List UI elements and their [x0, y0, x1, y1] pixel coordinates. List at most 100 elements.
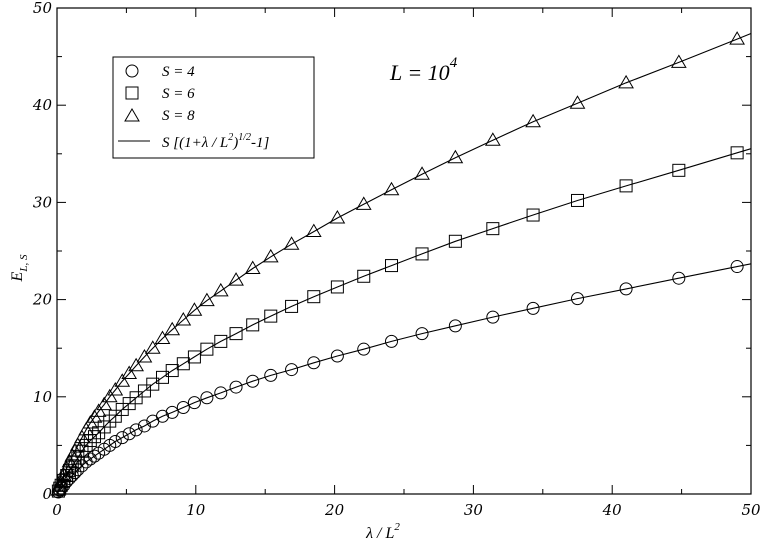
data-point-triangle: [96, 396, 113, 411]
data-point-square: [176, 357, 190, 371]
data-point-triangle: [128, 357, 144, 372]
legend-label-s8: S = 8: [162, 108, 195, 124]
y-axis-title-sub: L, S: [18, 254, 30, 273]
data-point-square: [526, 208, 540, 222]
data-point-square: [87, 430, 101, 444]
x-tick-label: 30: [464, 501, 484, 519]
data-point-triangle: [283, 236, 300, 250]
data-point-square: [730, 146, 744, 160]
data-point-circle: [264, 368, 278, 382]
data-point-circle: [526, 301, 540, 315]
data-point-circle: [176, 400, 190, 414]
annotation-sup: 4: [450, 55, 458, 71]
data-point-square: [619, 179, 633, 193]
data-point-square: [200, 342, 214, 356]
data-point-square: [285, 299, 299, 313]
data-point-triangle: [355, 196, 372, 210]
legend-marker-triangle: [124, 108, 140, 122]
fit-label-mid: ): [232, 135, 238, 151]
data-point-square: [229, 327, 243, 341]
data-point-circle: [448, 319, 462, 333]
data-point-square: [79, 438, 93, 452]
data-point-triangle: [618, 74, 634, 89]
data-point-circle: [165, 405, 179, 419]
data-point-square: [672, 163, 686, 177]
data-point-circle: [486, 310, 500, 324]
data-point-square: [108, 409, 122, 423]
data-point-triangle: [175, 312, 192, 326]
data-point-circle: [672, 271, 686, 285]
data-point-square: [448, 234, 462, 248]
x-tick-label: 0: [52, 501, 62, 519]
data-point-square: [155, 370, 169, 384]
data-point-triangle: [383, 181, 400, 196]
y-axis-title: EL, S: [9, 254, 30, 282]
data-point-square: [137, 384, 151, 398]
y-tick-label: 40: [32, 96, 53, 114]
data-point-circle: [187, 396, 201, 410]
data-point-triangle: [525, 113, 541, 128]
legend-label-fit: S [(1+λ / L2)1/2-1]: [162, 132, 269, 151]
data-point-circle: [619, 282, 633, 296]
data-point-square: [264, 309, 278, 323]
data-point-square: [214, 334, 228, 348]
data-point-triangle: [101, 388, 118, 403]
axis-ticks: 0 10 20 30 40 50 0 10 20 30 40 50: [32, 0, 761, 519]
data-point-triangle: [262, 248, 279, 263]
data-point-circle: [129, 423, 143, 437]
data-point-square: [129, 391, 143, 405]
y-tick-label: 20: [32, 291, 53, 309]
data-point-triangle: [305, 223, 322, 238]
data-point-circle: [214, 386, 228, 400]
legend-label-s4: S = 4: [162, 64, 195, 80]
x-tick-label: 20: [324, 501, 345, 519]
x-tick-label: 50: [741, 501, 761, 519]
data-point-triangle: [90, 403, 107, 417]
data-point-circle: [122, 427, 136, 441]
data-point-circle: [330, 349, 344, 363]
data-point-square: [246, 318, 260, 332]
data-point-triangle: [53, 474, 70, 488]
data-point-triangle: [228, 272, 244, 286]
data-point-circle: [415, 327, 429, 341]
data-point-circle: [137, 419, 151, 433]
data-point-triangle: [164, 321, 181, 336]
data-point-triangle: [729, 31, 745, 45]
fit-label-sup1: 2: [228, 132, 233, 143]
fit-label-part1: S [(1+λ / L: [162, 135, 228, 151]
legend-marker-circle: [125, 64, 139, 78]
data-point-triangle: [107, 382, 124, 396]
data-point-triangle: [78, 421, 95, 436]
data-point-triangle: [414, 166, 430, 180]
data-point-square: [415, 247, 429, 261]
x-axis-title: λ / L2: [365, 521, 400, 542]
data-point-triangle: [121, 365, 138, 379]
data-point-circle: [571, 292, 584, 306]
data-point-triangle: [58, 460, 75, 475]
legend-label-s6: S = 6: [162, 86, 195, 102]
data-point-circle: [246, 374, 260, 388]
x-tick-label: 10: [186, 501, 206, 519]
data-point-triangle: [569, 95, 586, 109]
data-point-triangle: [484, 132, 501, 146]
legend: S = 4 S = 6 S = 8 S [(1+λ / L2)1/2-1]: [112, 56, 315, 159]
y-tick-label: 0: [42, 485, 52, 503]
data-point-square: [307, 290, 321, 304]
data-point-square: [330, 280, 344, 294]
data-point-square: [486, 222, 500, 236]
data-point-circle: [357, 342, 371, 356]
data-point-square: [385, 259, 399, 273]
data-point-triangle: [51, 478, 68, 492]
data-point-circle: [730, 260, 744, 274]
data-point-triangle: [199, 292, 215, 307]
data-point-square: [165, 364, 179, 378]
data-point-circle: [115, 431, 129, 445]
x-axis-title-sup: 2: [394, 521, 400, 533]
data-point-triangle: [186, 302, 203, 316]
data-point-triangle: [74, 429, 90, 444]
data-point-triangle: [244, 260, 261, 274]
data-point-triangle: [136, 348, 153, 363]
data-point-triangle: [212, 282, 229, 297]
data-markers: [50, 31, 745, 499]
